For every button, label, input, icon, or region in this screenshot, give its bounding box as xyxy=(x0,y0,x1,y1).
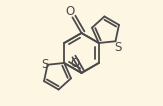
Text: S: S xyxy=(114,41,122,54)
Text: S: S xyxy=(41,58,49,71)
Text: O: O xyxy=(70,56,80,70)
Text: O: O xyxy=(66,5,75,18)
